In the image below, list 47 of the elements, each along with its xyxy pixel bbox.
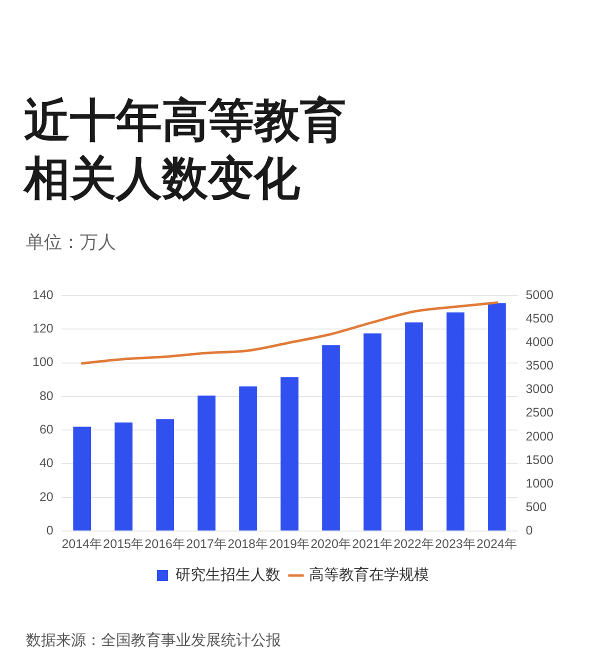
x-tick-label: 2020年 xyxy=(310,536,352,551)
y2-tick-label: 3000 xyxy=(526,382,554,396)
x-tick-label: 2023年 xyxy=(435,536,476,551)
y2-tick-label: 5000 xyxy=(526,288,554,302)
y-tick-label: 100 xyxy=(32,355,54,370)
x-tick-label: 2017年 xyxy=(186,536,227,551)
x-tick-label: 2019年 xyxy=(269,536,310,551)
y-tick-label: 60 xyxy=(39,422,54,437)
bar xyxy=(198,396,216,530)
bar xyxy=(156,419,174,530)
y2-tick-label: 3500 xyxy=(526,358,554,373)
bar xyxy=(322,345,340,530)
bar xyxy=(446,312,464,530)
bar xyxy=(488,303,506,530)
x-tick-label: 2015年 xyxy=(103,536,144,551)
y-tick-label: 140 xyxy=(32,288,54,302)
source-note: 数据来源：全国教育事业发展统计公报 xyxy=(26,631,281,650)
y-tick-label: 0 xyxy=(46,523,54,538)
y-tick-label: 80 xyxy=(39,388,54,403)
x-tick-label: 2021年 xyxy=(352,536,393,551)
y2-tick-label: 500 xyxy=(526,500,547,514)
bar xyxy=(239,386,257,530)
y2-tick-label: 4000 xyxy=(526,335,554,350)
chart-subtitle: 单位：万人 xyxy=(26,231,116,254)
x-tick-label: 2016年 xyxy=(144,536,186,551)
line-series xyxy=(80,301,498,365)
y2-tick-label: 1500 xyxy=(526,452,554,467)
y2-tick-label: 4500 xyxy=(526,312,554,326)
y2-tick-label: 2500 xyxy=(526,406,554,420)
bar xyxy=(364,333,382,530)
y-tick-label: 40 xyxy=(39,456,54,470)
legend-label: 高等教育在学规模 xyxy=(309,566,429,584)
y-tick-label: 20 xyxy=(39,490,54,504)
x-tick-label: 2014年 xyxy=(62,536,103,551)
y2-tick-label: 0 xyxy=(526,523,533,538)
bar xyxy=(73,426,92,530)
x-tick-label: 2018年 xyxy=(228,536,268,551)
bar xyxy=(280,377,298,530)
legend-label: 研究生招生人数 xyxy=(176,566,280,584)
bar xyxy=(114,422,133,530)
y-tick-label: 120 xyxy=(32,322,54,336)
y2-tick-label: 2000 xyxy=(526,429,554,444)
x-tick-label: 2022年 xyxy=(394,536,434,551)
y2-tick-label: 1000 xyxy=(526,476,554,490)
chart-title: 近十年高等教育相关人数变化 xyxy=(24,93,347,206)
bar xyxy=(405,322,423,530)
x-tick-label: 2024年 xyxy=(476,536,518,551)
